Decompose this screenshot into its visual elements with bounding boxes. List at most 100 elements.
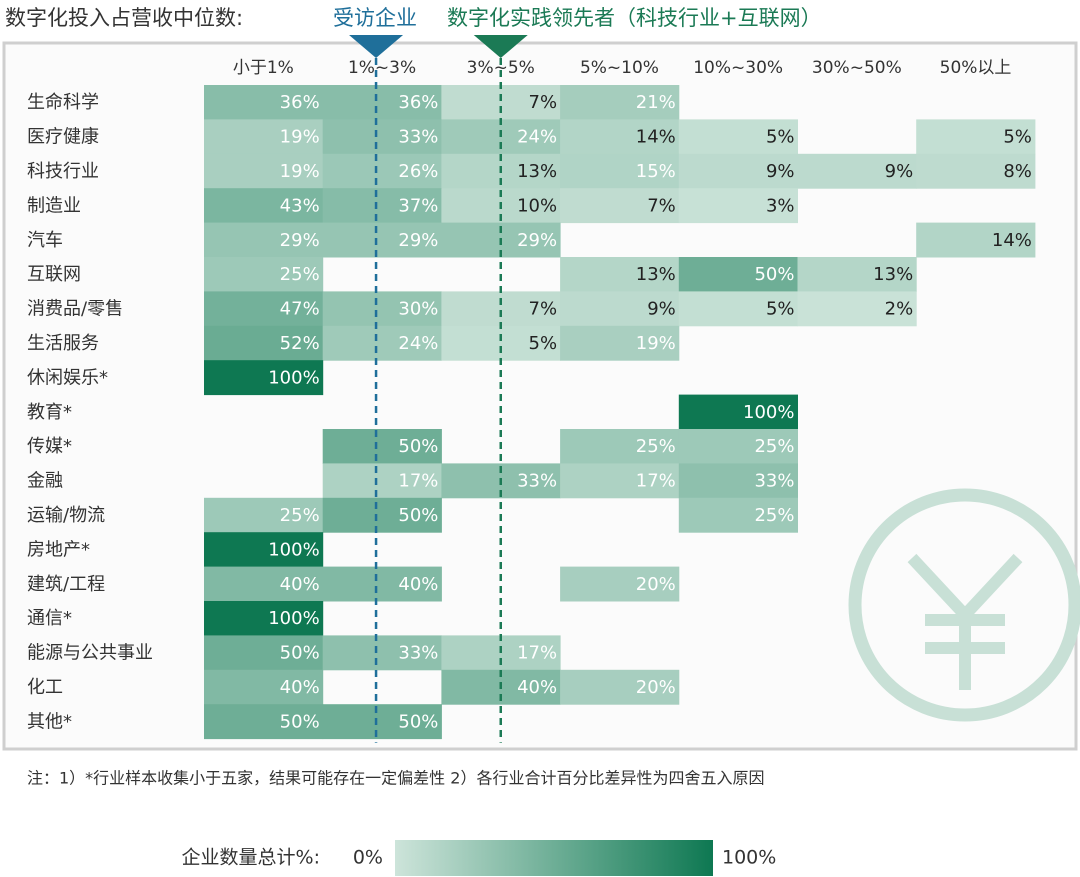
cell-label: 40% [280, 677, 320, 698]
cell-label: 25% [754, 436, 794, 457]
column-label: 50%以上 [940, 58, 1012, 78]
colorbar [395, 840, 713, 876]
cell-label: 40% [280, 574, 320, 595]
cell [204, 119, 324, 155]
cell [322, 153, 442, 189]
cell [322, 635, 442, 671]
cell [560, 291, 680, 327]
colorbar-title: 企业数量总计%: [182, 847, 320, 869]
cell [678, 394, 798, 430]
cell [204, 360, 324, 396]
cell-label: 100% [268, 608, 319, 629]
cell [678, 188, 798, 224]
cell-label: 100% [268, 367, 319, 388]
cell [797, 291, 917, 327]
cell-label: 50% [398, 436, 438, 457]
cell-label: 50% [280, 643, 320, 664]
cell-label: 7% [529, 299, 558, 320]
cell [678, 463, 798, 499]
cell [441, 325, 561, 361]
cell-label: 100% [268, 539, 319, 560]
cell [560, 429, 680, 464]
marker-triangle [349, 35, 404, 58]
cell [204, 704, 324, 740]
row-label: 金融 [27, 471, 63, 492]
cell-label: 43% [280, 195, 320, 216]
cell-label: 7% [529, 92, 558, 113]
cell-label: 52% [280, 333, 320, 354]
cell [204, 669, 324, 705]
cell [441, 85, 561, 120]
cell-label: 13% [873, 264, 913, 285]
cell-label: 50% [398, 711, 438, 732]
cell [797, 153, 917, 189]
cell [204, 257, 324, 292]
cell [560, 119, 680, 155]
cell [678, 153, 798, 189]
cell [678, 119, 798, 155]
marker-label: 受访企业 [333, 6, 417, 30]
cell [204, 635, 324, 671]
colorbar-max-label: 100% [722, 847, 776, 869]
cell [204, 325, 324, 361]
cell-label: 37% [398, 195, 438, 216]
cell [560, 257, 680, 292]
cell [204, 601, 324, 636]
cell [678, 497, 798, 533]
row-label: 消费品/零售 [27, 299, 123, 320]
cell-label: 9% [766, 161, 795, 182]
cell-label: 47% [280, 299, 320, 320]
row-label: 传媒* [27, 436, 72, 457]
marker-triangle [473, 35, 528, 58]
cell [322, 222, 442, 258]
yen-icon [848, 488, 1080, 722]
cell [678, 429, 798, 464]
cell-label: 14% [636, 127, 676, 148]
cell [322, 291, 442, 327]
cell-label: 40% [398, 574, 438, 595]
cell [560, 153, 680, 189]
cell [322, 704, 442, 740]
cell [678, 291, 798, 327]
cell [916, 119, 1036, 155]
cell-label: 13% [517, 161, 557, 182]
cell [560, 85, 680, 120]
cell [204, 291, 324, 327]
cell-label: 9% [647, 299, 676, 320]
column-label: 小于1% [233, 58, 294, 78]
row-label: 互联网 [27, 264, 81, 285]
cell [204, 188, 324, 224]
cell-label: 5% [1003, 127, 1032, 148]
cell-label: 29% [398, 230, 438, 251]
cell [322, 325, 442, 361]
cell-label: 50% [398, 505, 438, 526]
cell [204, 566, 324, 602]
cell-label: 100% [743, 402, 794, 423]
row-label: 制造业 [27, 195, 81, 216]
column-label: 5%~10% [580, 58, 659, 78]
column-label: 10%~30% [693, 58, 783, 78]
cell [797, 257, 917, 292]
column-label: 3%~5% [467, 58, 535, 78]
cell [322, 566, 442, 602]
cell-label: 26% [398, 161, 438, 182]
cell-label: 33% [754, 471, 794, 492]
cell-label: 33% [517, 471, 557, 492]
marker-label: 数字化实践领先者（科技行业+互联网） [447, 6, 822, 30]
cell [204, 222, 324, 258]
row-label: 建筑/工程 [27, 574, 105, 595]
cell-label: 2% [885, 299, 914, 320]
cell [441, 291, 561, 327]
row-label: 能源与公共事业 [27, 643, 153, 664]
cell-label: 29% [517, 230, 557, 251]
cell-label: 15% [636, 161, 676, 182]
cell [322, 188, 442, 224]
cell-label: 50% [280, 711, 320, 732]
row-label: 化工 [27, 677, 63, 698]
cell-label: 17% [636, 471, 676, 492]
row-label: 生活服务 [27, 333, 99, 354]
cell-label: 29% [280, 230, 320, 251]
cell [560, 463, 680, 499]
cell-label: 36% [280, 92, 320, 113]
